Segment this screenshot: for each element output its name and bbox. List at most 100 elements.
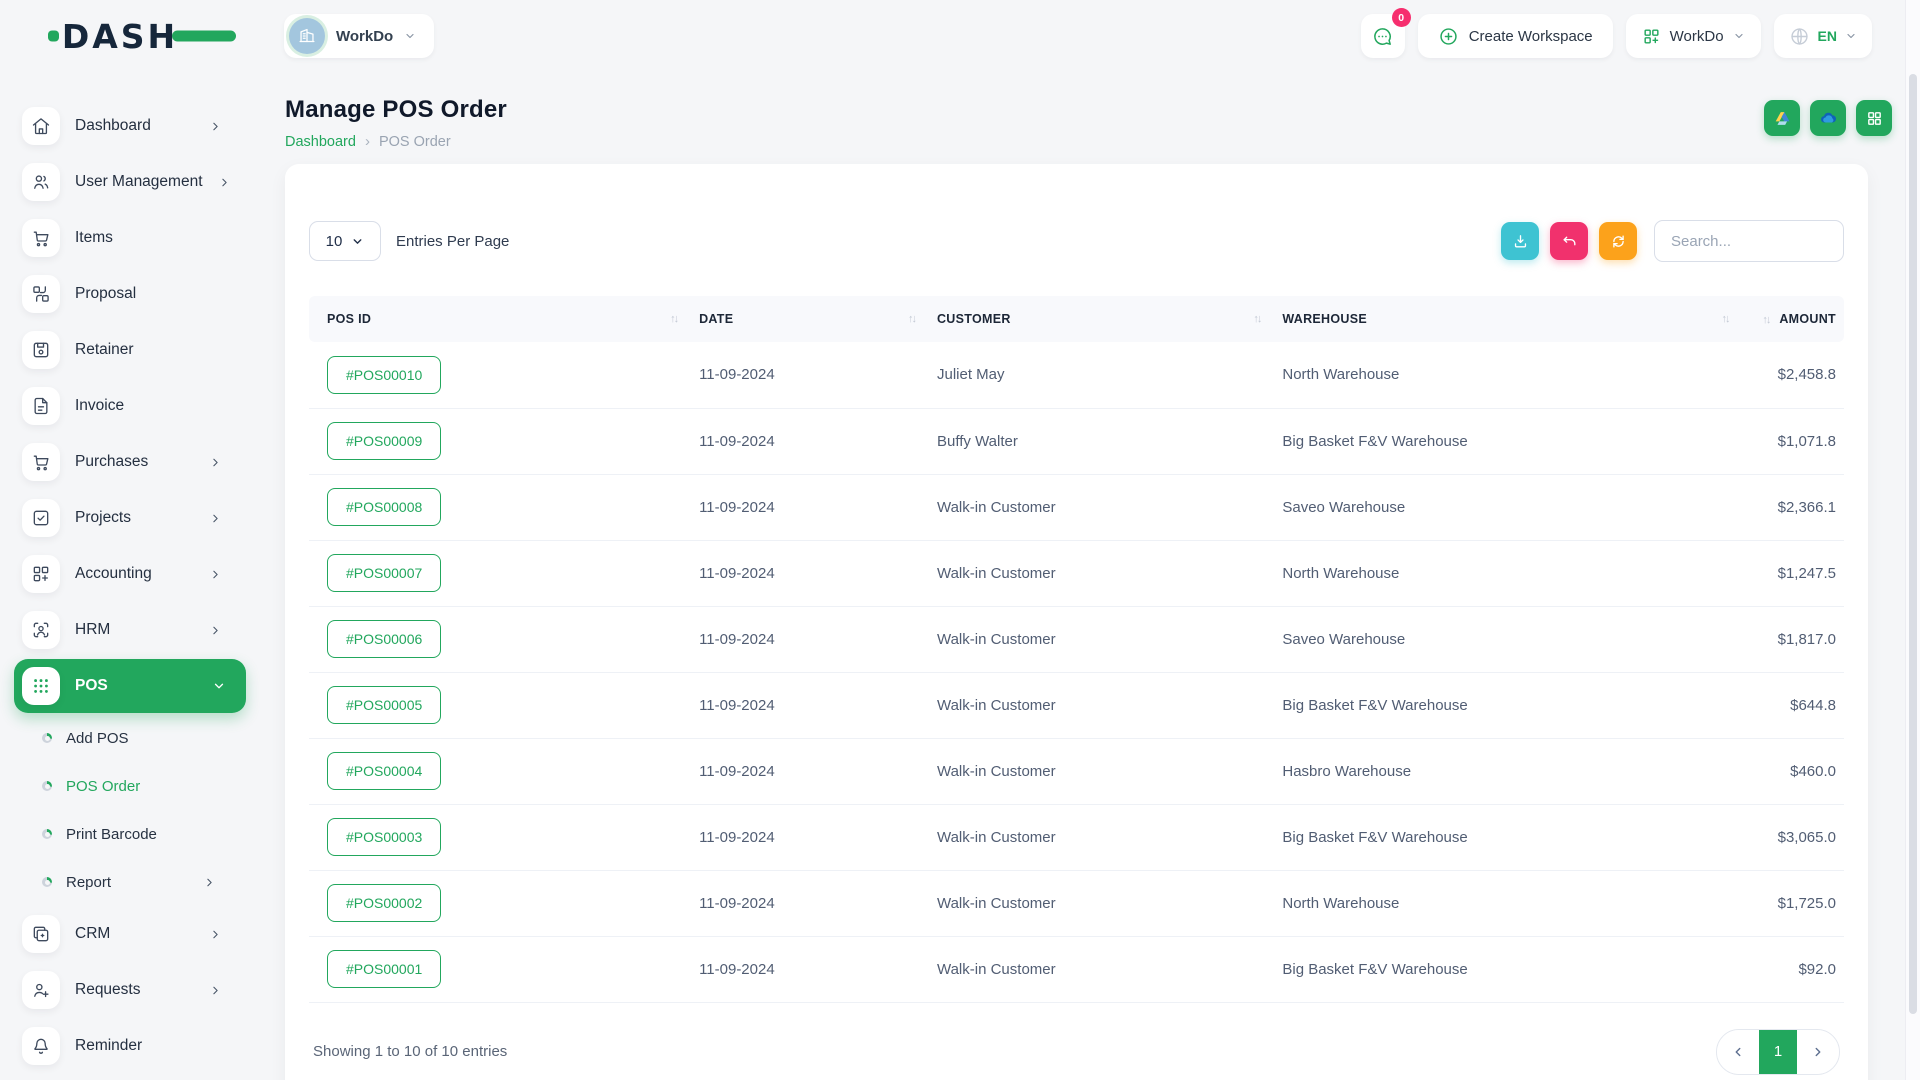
export-button[interactable]: [1501, 222, 1539, 260]
cell-pos-id: #POS00005: [309, 672, 686, 739]
refresh-icon: [1612, 235, 1624, 247]
search-input[interactable]: [1654, 220, 1844, 262]
sort-icon: ↑↓: [1253, 313, 1262, 325]
cell-amount: $2,366.1: [1736, 474, 1844, 541]
cell-date: 11-09-2024: [685, 936, 923, 1003]
person-scan-icon: [22, 611, 60, 649]
cell-customer: Walk-in Customer: [922, 606, 1269, 673]
pos-id-badge[interactable]: #POS00010: [327, 355, 442, 394]
sidebar-item-proposal[interactable]: Proposal: [0, 266, 260, 322]
cell-warehouse: Big Basket F&V Warehouse: [1268, 408, 1737, 475]
cell-date: 11-09-2024: [685, 870, 923, 937]
google-drive-button[interactable]: [1764, 100, 1800, 136]
chevron-right-icon: [1815, 1047, 1821, 1056]
chevron-down-icon: [1847, 33, 1855, 39]
next-page-button[interactable]: [1797, 1029, 1839, 1074]
sidebar-subitem-add-pos[interactable]: Add POS: [0, 714, 260, 762]
brand-logo[interactable]: DASH: [47, 17, 237, 56]
sidebar-item-hrm[interactable]: HRM: [0, 602, 260, 658]
sidebar-item-reminder[interactable]: Reminder: [0, 1018, 260, 1074]
logo-dash-icon: [47, 30, 59, 42]
check-square-icon: [22, 499, 60, 537]
user-plus-icon: [22, 971, 60, 1009]
cell-pos-id: #POS00002: [309, 870, 686, 937]
pos-id-badge[interactable]: #POS00009: [327, 422, 442, 460]
sidebar-item-user-management[interactable]: User Management: [0, 154, 260, 210]
create-workspace-button[interactable]: Create Workspace: [1417, 14, 1613, 58]
chat-bubble-icon: [1374, 27, 1392, 45]
page-scrollbar[interactable]: [1905, 0, 1920, 1080]
sidebar-item-requests[interactable]: Requests: [0, 962, 260, 1018]
sidebar-item-projects[interactable]: Projects: [0, 490, 260, 546]
main-content: Manage POS Order Dashboard › POS Order: [260, 72, 1920, 1080]
sidebar-item-purchases[interactable]: Purchases: [0, 434, 260, 490]
cell-amount: $460.0: [1736, 738, 1844, 805]
reset-button[interactable]: [1550, 222, 1588, 260]
chevron-right-icon: [209, 984, 222, 997]
sidebar-nav: Dashboard User Management Items Proposal Ret…: [0, 72, 260, 1080]
breadcrumb-dashboard-link[interactable]: Dashboard: [285, 133, 356, 150]
column-header-pos-id[interactable]: POS ID ↑↓: [309, 296, 686, 342]
scrollbar-thumb[interactable]: [1909, 74, 1917, 1014]
cell-pos-id: #POS00006: [309, 606, 686, 673]
sidebar-item-label: POS: [75, 677, 108, 694]
sidebar-subitem-print-barcode[interactable]: Print Barcode: [0, 810, 260, 858]
chevron-down-icon: [212, 679, 226, 693]
pos-id-badge[interactable]: #POS00002: [327, 884, 442, 922]
table-row: #POS00003 11-09-2024 Walk-in Customer Big B…: [309, 804, 1844, 871]
cart-icon: [22, 443, 60, 481]
header-actions: [1764, 100, 1892, 136]
previous-page-button[interactable]: [1717, 1029, 1759, 1074]
entries-per-page-select[interactable]: 10: [309, 221, 381, 261]
chevron-right-icon: [209, 120, 222, 133]
grid-view-button[interactable]: [1856, 100, 1892, 136]
pos-id-badge[interactable]: #POS00008: [327, 488, 442, 526]
table-row: #POS00006 11-09-2024 Walk-in Customer Saveo…: [309, 606, 1844, 673]
dots-grid-icon: [22, 667, 60, 705]
sidebar-subitem-pos-order[interactable]: POS Order: [0, 762, 260, 810]
entries-per-page-label: Entries Per Page: [396, 232, 510, 250]
sidebar-item-invoice[interactable]: Invoice: [0, 378, 260, 434]
bell-icon: [22, 1027, 60, 1065]
sidebar-item-label: Requests: [75, 981, 141, 998]
workspace-selector[interactable]: WorkDo: [284, 14, 435, 58]
sidebar-item-label: CRM: [75, 925, 111, 942]
onedrive-button[interactable]: [1810, 100, 1846, 136]
pagination: 1: [1716, 1028, 1840, 1075]
pos-id-badge[interactable]: #POS00004: [327, 752, 442, 790]
refresh-button[interactable]: [1599, 222, 1637, 260]
page-title: Manage POS Order: [285, 96, 507, 123]
pos-id-badge[interactable]: #POS00003: [327, 818, 442, 856]
breadcrumb: Dashboard › POS Order: [285, 133, 507, 150]
building-icon: [299, 28, 315, 43]
table-row: #POS00008 11-09-2024 Walk-in Customer Saveo…: [309, 474, 1844, 541]
sidebar-subitem-report[interactable]: Report: [0, 858, 260, 906]
sidebar-item-crm[interactable]: CRM: [0, 906, 260, 962]
swap-icon: [22, 275, 60, 313]
workspace-switcher[interactable]: WorkDo: [1625, 14, 1761, 58]
column-header-date[interactable]: DATE ↑↓: [685, 296, 923, 342]
current-page-button[interactable]: 1: [1759, 1029, 1797, 1074]
users-icon: [22, 163, 60, 201]
sidebar-item-items[interactable]: Items: [0, 210, 260, 266]
cell-amount: $1,817.0: [1736, 606, 1844, 673]
pos-id-badge[interactable]: #POS00001: [327, 950, 442, 988]
chevron-right-icon: [209, 624, 222, 637]
sidebar-item-retainer[interactable]: Retainer: [0, 322, 260, 378]
column-header-warehouse[interactable]: WAREHOUSE ↑↓: [1268, 296, 1737, 342]
pos-id-badge[interactable]: #POS00006: [327, 620, 442, 658]
column-header-customer[interactable]: CUSTOMER ↑↓: [922, 296, 1269, 342]
column-header-amount[interactable]: ↑↓ AMOUNT: [1736, 296, 1844, 342]
cell-date: 11-09-2024: [685, 672, 923, 739]
breadcrumb-current: POS Order: [378, 133, 451, 150]
pos-id-badge[interactable]: #POS00007: [327, 554, 442, 592]
language-selector[interactable]: EN: [1773, 14, 1872, 58]
chevron-down-icon: [1734, 33, 1743, 39]
sidebar-item-accounting[interactable]: Accounting: [0, 546, 260, 602]
messages-button[interactable]: 0: [1360, 8, 1411, 58]
sidebar-item-dashboard[interactable]: Dashboard: [0, 98, 260, 154]
pos-id-badge[interactable]: #POS00005: [327, 686, 442, 724]
showing-entries-text: Showing 1 to 10 of 10 entries: [313, 1043, 508, 1060]
create-workspace-label: Create Workspace: [1468, 27, 1593, 45]
sidebar-item-pos[interactable]: POS: [14, 659, 246, 713]
